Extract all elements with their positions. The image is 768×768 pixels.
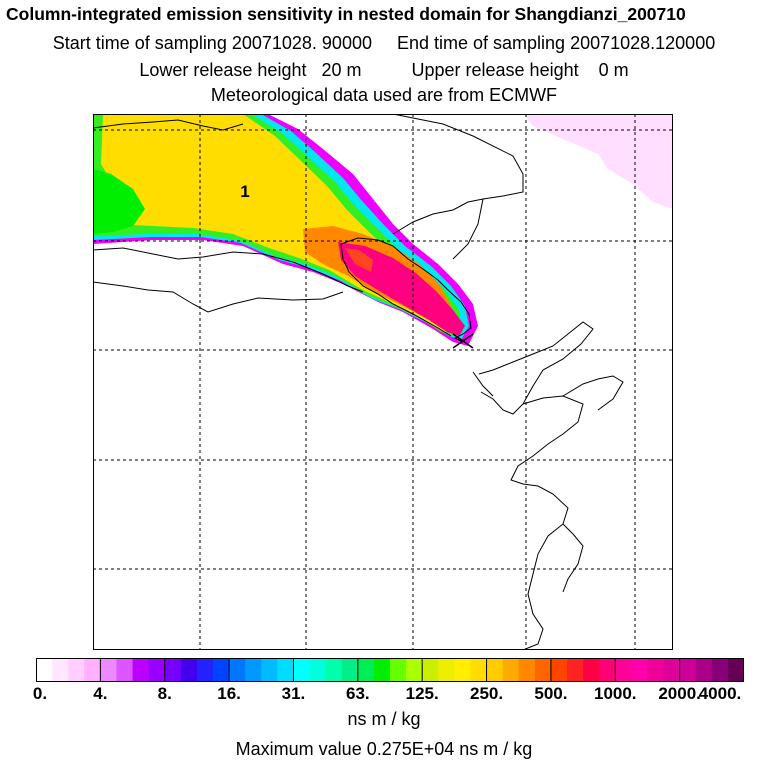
colorbar-cell: [100, 658, 117, 682]
colorbar-cell: [422, 658, 439, 682]
colorbar-cell: [341, 658, 359, 682]
colorbar-cell: [277, 658, 294, 682]
faint-sensitivity-area: [523, 114, 673, 209]
colorbar: [36, 658, 744, 682]
colorbar-cell: [470, 658, 488, 682]
colorbar-cell: [663, 658, 681, 682]
receptor-marker: [452, 333, 474, 349]
colorbar-cell: [438, 658, 455, 682]
plume-green-patch: [93, 169, 145, 234]
colorbar-cell: [52, 658, 69, 682]
colorbar-units: ns m / kg: [347, 709, 421, 729]
colorbar-cell: [293, 658, 311, 682]
lat-lon-grid: [93, 114, 673, 650]
colorbar-cell: [647, 658, 665, 682]
colorbar-tick-label: 8.: [157, 684, 172, 703]
colorbar-cell: [229, 658, 246, 682]
colorbar-cell: [615, 658, 632, 682]
colorbar-cell: [390, 658, 407, 682]
colorbar-tick-label: 16.: [217, 684, 241, 703]
colorbar-cell: [486, 658, 504, 682]
colorbar-cell: [148, 658, 166, 682]
colorbar-cell: [261, 658, 278, 682]
colorbar-cell: [164, 658, 182, 682]
colorbar-cell: [502, 658, 520, 682]
colorbar-tick-label: 4000.: [698, 684, 742, 703]
colorbar-cell: [567, 658, 584, 682]
emission-sensitivity-map: 1: [93, 114, 673, 650]
colorbar-cell: [132, 658, 150, 682]
colorbar-tick-label: 500.: [534, 684, 568, 703]
colorbar-tick-label: 1000.: [593, 684, 637, 703]
map-label: 1: [240, 182, 249, 201]
colorbar-cell: [631, 658, 648, 682]
meteorological-data-line: Meteorological data used are from ECMWF: [210, 85, 558, 105]
colorbar-cell: [534, 658, 552, 682]
colorbar-tick-label: 2000.: [658, 684, 701, 703]
colorbar-cell: [599, 658, 616, 682]
colorbar-cell: [325, 658, 343, 682]
colorbar-cell: [518, 658, 536, 682]
colorbar-tick-label: 31.: [281, 684, 306, 703]
coastlines: [93, 114, 624, 650]
colorbar-cell: [68, 658, 85, 682]
colorbar-cell: [711, 658, 729, 682]
colorbar-cell: [116, 658, 134, 682]
colorbar-cell: [727, 658, 744, 682]
colorbar-cell: [373, 658, 391, 682]
release-height-line: Lower release height 20 m Upper release …: [139, 60, 629, 80]
colorbar-tick-label: 63.: [345, 684, 370, 703]
colorbar-cell: [36, 658, 53, 682]
colorbar-cell: [180, 658, 198, 682]
maximum-value: Maximum value 0.275E+04 ns m / kg: [235, 739, 533, 759]
map-border: [93, 114, 673, 650]
map-title: Column-integrated emission sensitivity i…: [6, 4, 686, 24]
colorbar-cell: [583, 658, 600, 682]
sampling-time-line: Start time of sampling 20071028. 90000 E…: [52, 33, 716, 53]
colorbar-tick-label: 250.: [469, 684, 504, 703]
colorbar-cell: [196, 658, 214, 682]
colorbar-cell: [84, 658, 101, 682]
colorbar-cell: [245, 658, 262, 682]
colorbar-cell: [357, 658, 375, 682]
colorbar-cell: [454, 658, 471, 682]
colorbar-tick-label: 0.: [32, 684, 48, 703]
colorbar-cell: [550, 658, 568, 682]
plume-inner-orange: [345, 248, 373, 272]
colorbar-cell: [309, 658, 327, 682]
colorbar-cell: [213, 658, 230, 682]
colorbar-cell: [406, 658, 423, 682]
colorbar-cell: [695, 658, 713, 682]
colorbar-tick-label: 125.: [405, 684, 439, 703]
colorbar-tick-label: 4.: [93, 684, 108, 703]
colorbar-cell: [679, 658, 697, 682]
